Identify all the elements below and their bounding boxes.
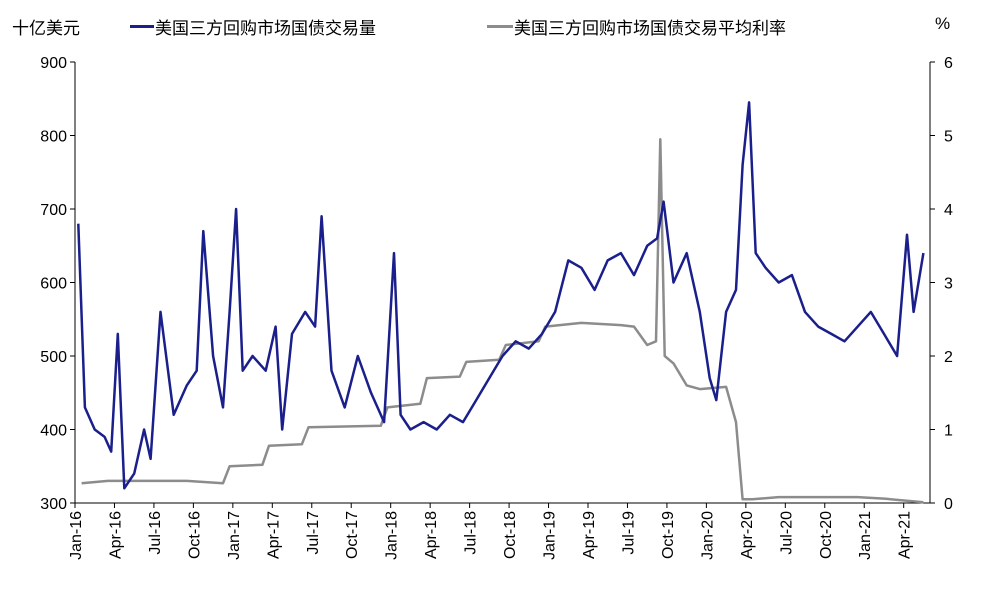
x-tick-label: Jan-19	[542, 511, 559, 560]
x-tick-label: Oct-20	[818, 511, 835, 559]
x-tick-label: Apr-16	[107, 511, 124, 559]
x-tick-label: Jan-20	[699, 511, 716, 560]
right-y-tick-label: 0	[944, 496, 953, 513]
left-y-tick-label: 300	[40, 496, 67, 513]
x-tick-label: Oct-18	[502, 511, 519, 559]
x-tick-label: Apr-20	[739, 511, 756, 559]
x-tick-label: Oct-17	[344, 511, 361, 559]
right-y-tick-label: 3	[944, 276, 953, 293]
x-tick-label: Apr-21	[897, 511, 914, 559]
left-y-tick-label: 400	[40, 423, 67, 440]
left-y-tick-label: 600	[40, 276, 67, 293]
x-tick-label: Jul-18	[463, 511, 480, 555]
x-tick-label: Jan-18	[384, 511, 401, 560]
x-tick-label: Jan-17	[226, 511, 243, 560]
x-tick-label: Jan-21	[857, 511, 874, 560]
left-y-tick-label: 500	[40, 349, 67, 366]
x-tick-label: Jul-17	[305, 511, 322, 555]
x-tick-label: Apr-17	[265, 511, 282, 559]
left-y-tick-label: 800	[40, 129, 67, 146]
legend-label-volume: 美国三方回购市场国债交易量	[155, 19, 376, 39]
x-tick-label: Jul-19	[620, 511, 637, 555]
right-y-tick-label: 2	[944, 349, 953, 366]
x-tick-label: Jan-16	[68, 511, 85, 560]
x-tick-label: Jul-16	[147, 511, 164, 555]
x-tick-label: Apr-18	[423, 511, 440, 559]
left-axis-unit-label: 十亿美元	[12, 19, 80, 39]
right-axis-unit-label: %	[935, 14, 951, 33]
rate-series-line	[81, 137, 924, 504]
chart-legend: 十亿美元 美国三方回购市场国债交易量 美国三方回购市场国债交易平均利率 %	[0, 14, 995, 44]
volume-series-line	[77, 101, 925, 490]
legend-swatch-rate	[487, 25, 513, 28]
right-y-tick-label: 1	[944, 423, 953, 440]
right-y-tick-label: 4	[944, 202, 953, 219]
x-tick-label: Oct-19	[660, 511, 677, 559]
right-y-tick-label: 6	[944, 55, 953, 72]
left-y-tick-label: 700	[40, 202, 67, 219]
legend-swatch-volume	[130, 25, 154, 28]
x-tick-label: Oct-16	[186, 511, 203, 559]
x-tick-label: Jul-20	[778, 511, 795, 555]
right-y-tick-label: 5	[944, 129, 953, 146]
legend-label-rate: 美国三方回购市场国债交易平均利率	[514, 19, 786, 39]
x-tick-label: Apr-19	[581, 511, 598, 559]
left-y-tick-label: 900	[40, 55, 67, 72]
